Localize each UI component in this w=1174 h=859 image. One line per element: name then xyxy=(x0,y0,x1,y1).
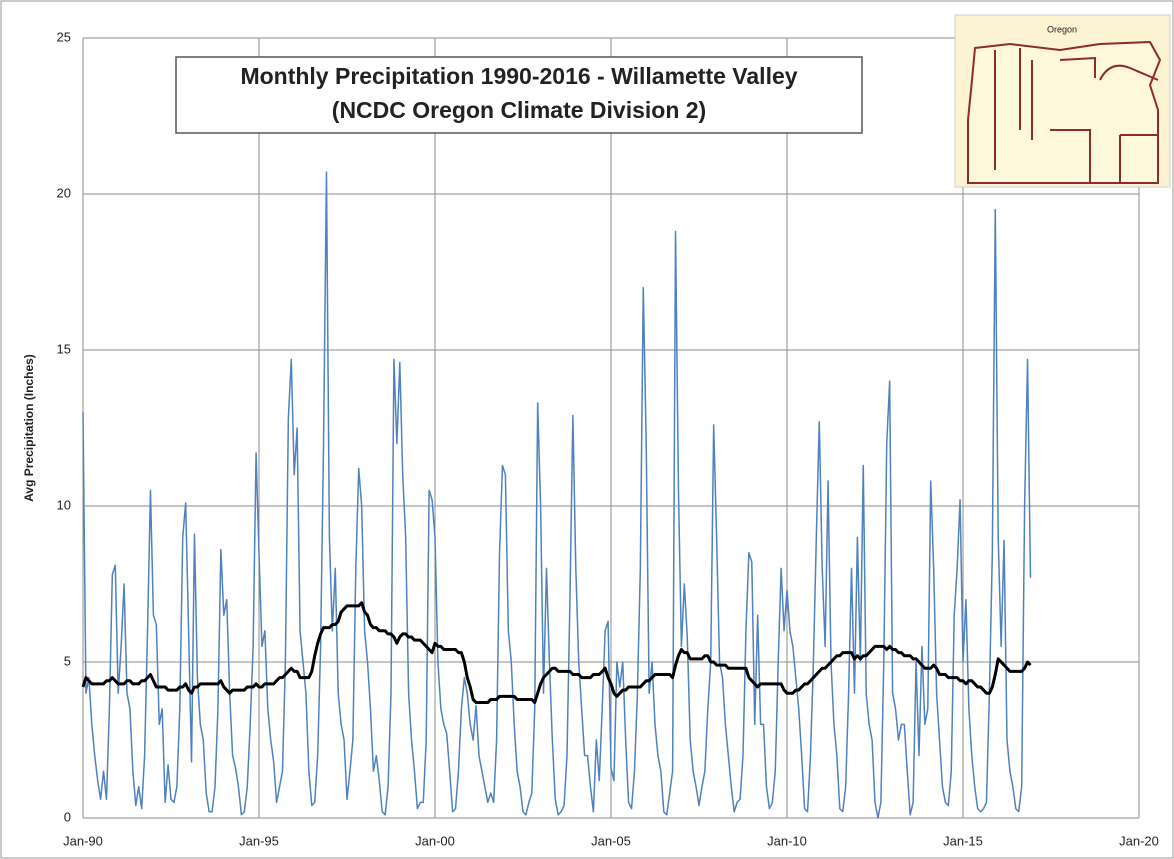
y-tick-label: 25 xyxy=(57,29,71,44)
y-tick-label: 0 xyxy=(64,809,71,824)
y-axis-label: Avg Precipitation (Inches) xyxy=(22,354,36,502)
y-tick-label: 5 xyxy=(64,653,71,668)
map-division-borders xyxy=(994,48,1159,183)
data-line xyxy=(81,601,1032,705)
x-tick-label: Jan-00 xyxy=(415,833,455,848)
map-title: Oregon xyxy=(1047,24,1077,34)
x-tick-label: Jan-20 xyxy=(1119,833,1159,848)
inset-map: Oregon xyxy=(954,14,1171,188)
chart-title: Monthly Precipitation 1990-2016 - Willam… xyxy=(240,63,797,89)
x-tick-label: Jan-05 xyxy=(591,833,631,848)
y-tick-label: 15 xyxy=(57,341,71,356)
data-line xyxy=(82,171,1032,819)
y-tick-label: 10 xyxy=(57,497,71,512)
chart-subtitle: (NCDC Oregon Climate Division 2) xyxy=(332,97,706,123)
x-tick-label: Jan-10 xyxy=(767,833,807,848)
x-tick-label: Jan-15 xyxy=(943,833,983,848)
y-tick-label: 20 xyxy=(57,185,71,200)
title-box xyxy=(175,56,863,134)
plot-area: 0 5 10 15 20 25 Jan-90 Jan-95 Jan-00 Jan-05 Jan-10… xyxy=(57,29,1159,848)
map-state-outline xyxy=(967,40,1162,184)
x-tick-label: Jan-90 xyxy=(63,833,103,848)
x-tick-label: Jan-95 xyxy=(239,833,279,848)
